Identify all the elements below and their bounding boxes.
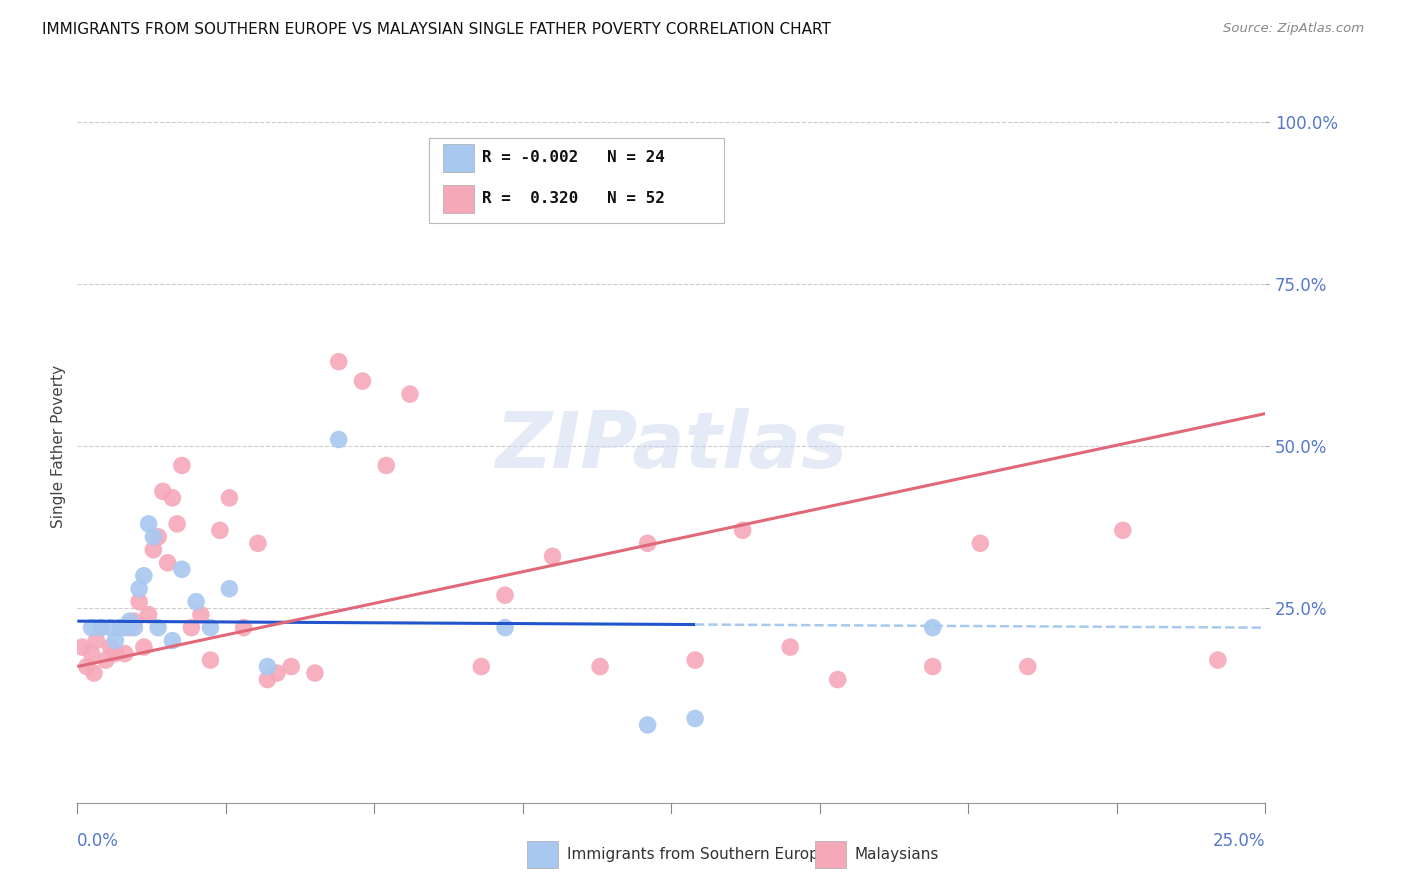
Point <box>683 711 706 725</box>
Point <box>280 659 302 673</box>
Point <box>683 653 706 667</box>
Point <box>186 595 208 609</box>
Point <box>162 633 184 648</box>
Text: Immigrants from Southern Europe: Immigrants from Southern Europe <box>567 847 828 862</box>
Point <box>104 633 127 648</box>
Point <box>494 588 516 602</box>
Point <box>470 659 492 673</box>
Point <box>1017 659 1039 673</box>
Point <box>1206 653 1229 667</box>
Text: R = -0.002   N = 24: R = -0.002 N = 24 <box>482 151 665 165</box>
Point <box>138 516 160 531</box>
Point <box>256 659 278 673</box>
Point <box>637 536 659 550</box>
Point <box>108 621 131 635</box>
Text: R =  0.320   N = 52: R = 0.320 N = 52 <box>482 192 665 206</box>
Point <box>118 621 141 635</box>
Point <box>375 458 398 473</box>
Point <box>114 621 136 635</box>
Point <box>128 582 150 596</box>
Point <box>76 659 98 673</box>
Point <box>541 549 564 564</box>
Point <box>114 647 136 661</box>
Point <box>86 633 108 648</box>
Point <box>170 562 193 576</box>
Point <box>266 666 288 681</box>
Point <box>170 458 193 473</box>
Point <box>142 530 165 544</box>
Point <box>90 621 112 635</box>
Text: 0.0%: 0.0% <box>77 832 120 850</box>
Point <box>494 621 516 635</box>
Point <box>200 653 222 667</box>
Point <box>124 621 146 635</box>
Point <box>969 536 991 550</box>
Point <box>304 666 326 681</box>
Point <box>200 621 222 635</box>
Point <box>218 491 240 505</box>
Point <box>132 640 155 654</box>
Point <box>246 536 269 550</box>
Point <box>921 621 943 635</box>
Point <box>779 640 801 654</box>
Point <box>1112 524 1135 538</box>
Point <box>104 647 127 661</box>
Y-axis label: Single Father Poverty: Single Father Poverty <box>51 365 66 527</box>
Point <box>70 640 93 654</box>
Point <box>100 640 122 654</box>
Point <box>156 556 179 570</box>
Point <box>256 673 278 687</box>
Point <box>589 659 612 673</box>
Point <box>128 595 150 609</box>
Point <box>328 433 350 447</box>
Point <box>90 621 112 635</box>
Point <box>152 484 174 499</box>
Point <box>637 718 659 732</box>
Point <box>138 607 160 622</box>
Point <box>208 524 231 538</box>
Point <box>83 666 105 681</box>
Point <box>132 568 155 582</box>
Point <box>352 374 374 388</box>
Point <box>80 621 103 635</box>
Point <box>731 524 754 538</box>
Text: 25.0%: 25.0% <box>1213 832 1265 850</box>
Point <box>921 659 943 673</box>
Point <box>218 582 240 596</box>
Point <box>124 614 146 628</box>
Point <box>100 621 122 635</box>
Point <box>146 530 169 544</box>
Point <box>118 614 141 628</box>
Text: ZIPatlas: ZIPatlas <box>495 408 848 484</box>
Point <box>232 621 254 635</box>
Point <box>108 621 131 635</box>
Point <box>190 607 212 622</box>
Point <box>142 542 165 557</box>
Point <box>146 621 169 635</box>
Point <box>328 354 350 368</box>
Point <box>180 621 202 635</box>
Point <box>162 491 184 505</box>
Text: Source: ZipAtlas.com: Source: ZipAtlas.com <box>1223 22 1364 36</box>
Point <box>80 647 103 661</box>
Point <box>827 673 849 687</box>
Text: Malaysians: Malaysians <box>855 847 939 862</box>
Text: IMMIGRANTS FROM SOUTHERN EUROPE VS MALAYSIAN SINGLE FATHER POVERTY CORRELATION C: IMMIGRANTS FROM SOUTHERN EUROPE VS MALAY… <box>42 22 831 37</box>
Point <box>399 387 422 401</box>
Point <box>166 516 188 531</box>
Point <box>94 653 117 667</box>
